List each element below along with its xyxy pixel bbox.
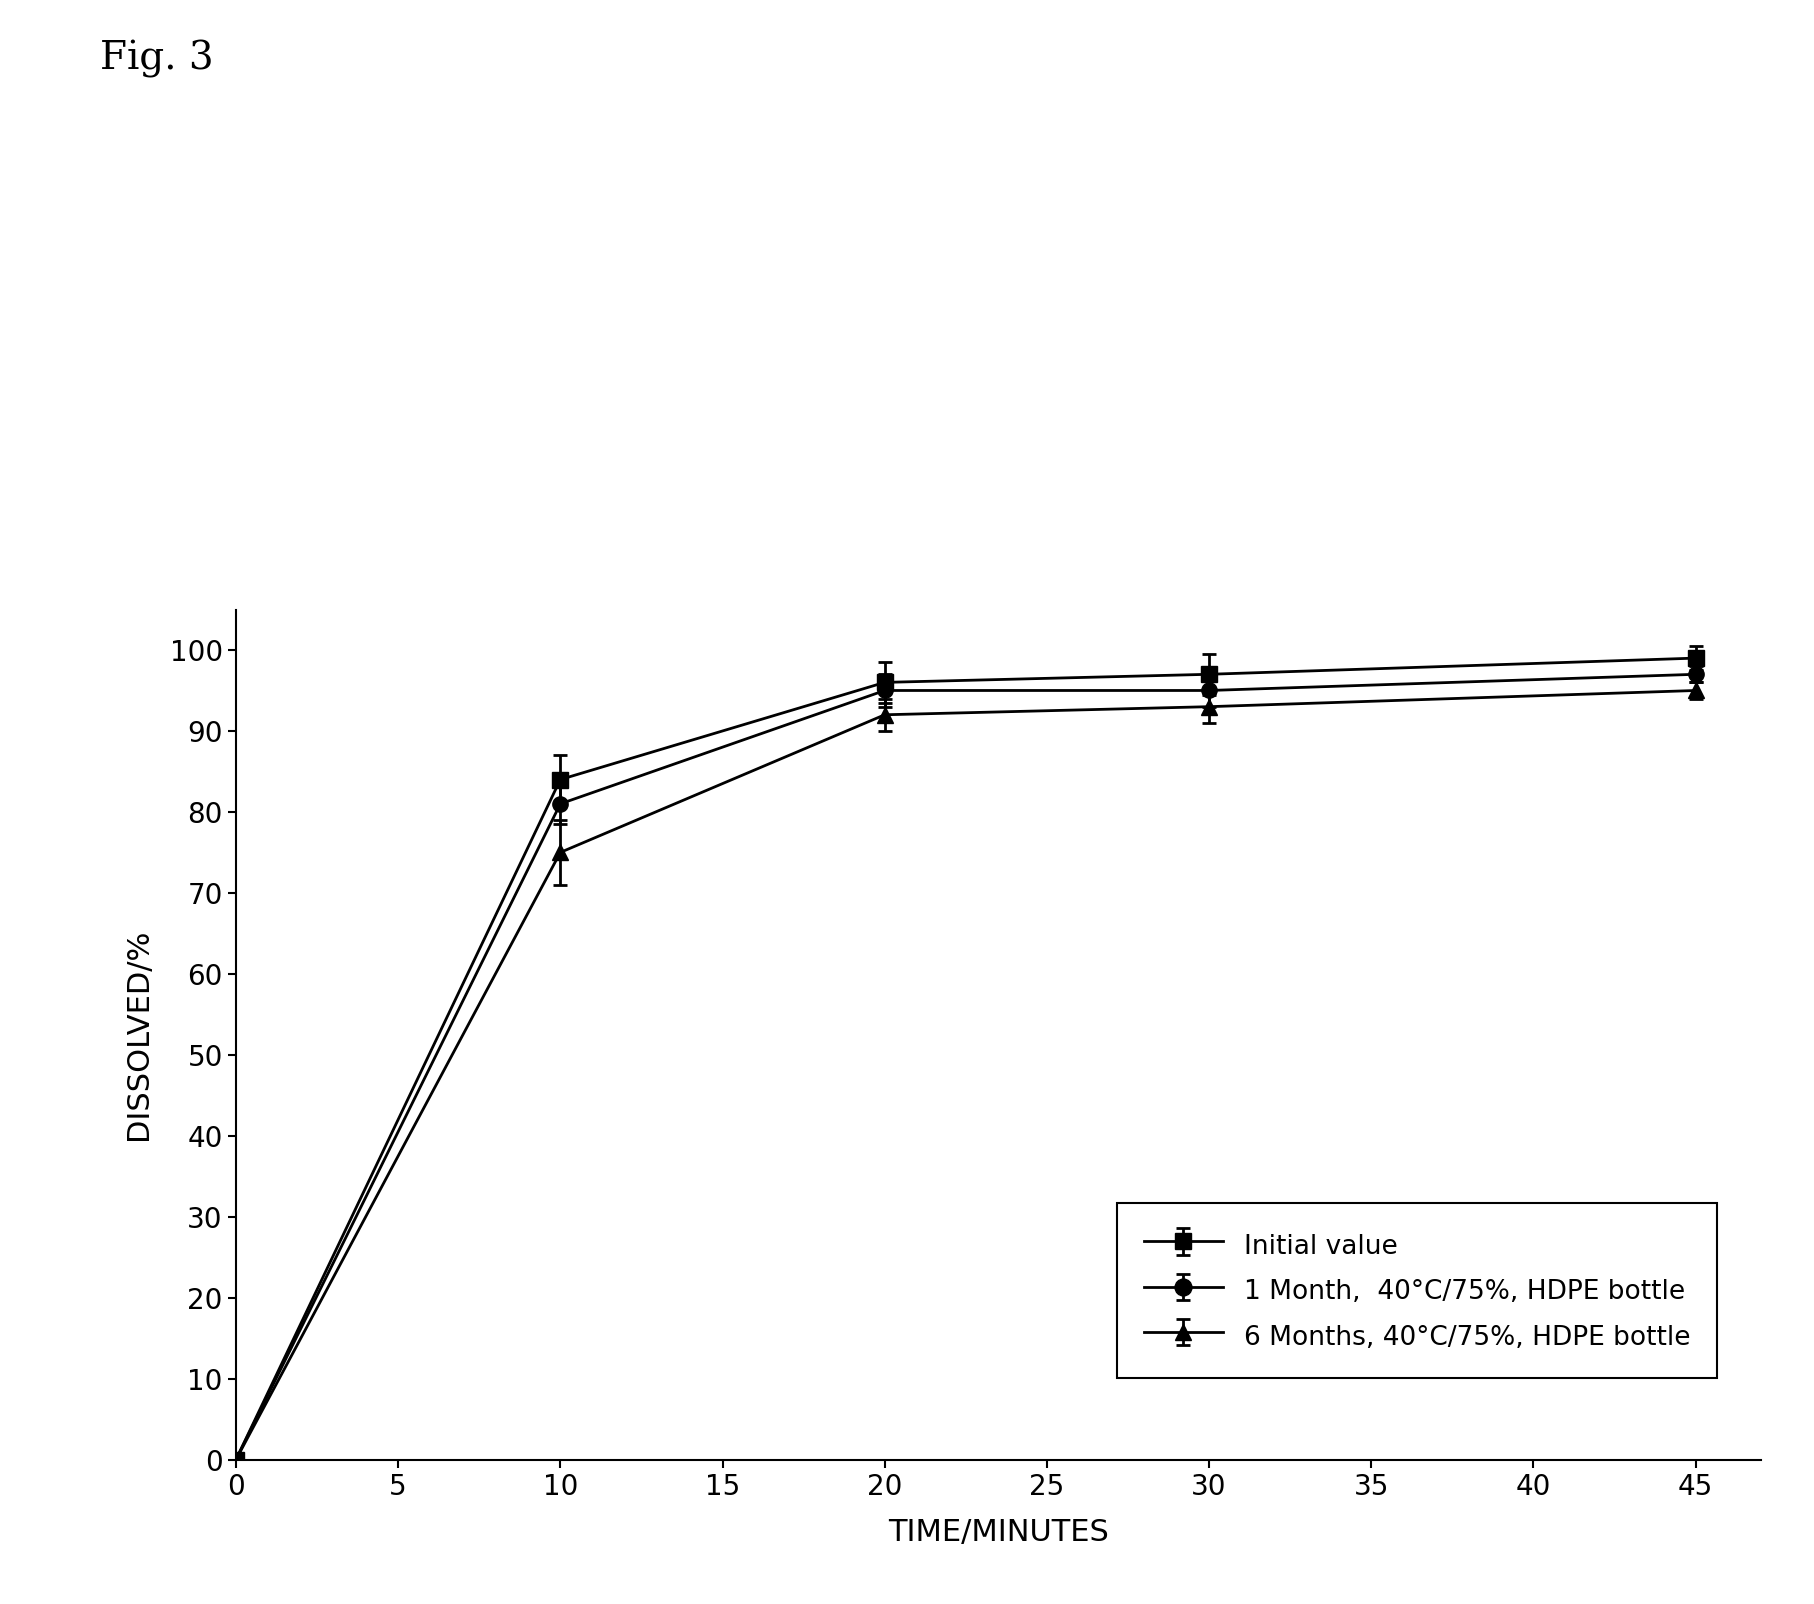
X-axis label: TIME/MINUTES: TIME/MINUTES <box>887 1517 1108 1546</box>
Y-axis label: DISSOLVED/%: DISSOLVED/% <box>123 929 152 1140</box>
Legend: Initial value, 1 Month,  40°C/75%, HDPE bottle, 6 Months, 40°C/75%, HDPE bottle: Initial value, 1 Month, 40°C/75%, HDPE b… <box>1117 1203 1716 1378</box>
Text: Fig. 3: Fig. 3 <box>100 40 214 79</box>
